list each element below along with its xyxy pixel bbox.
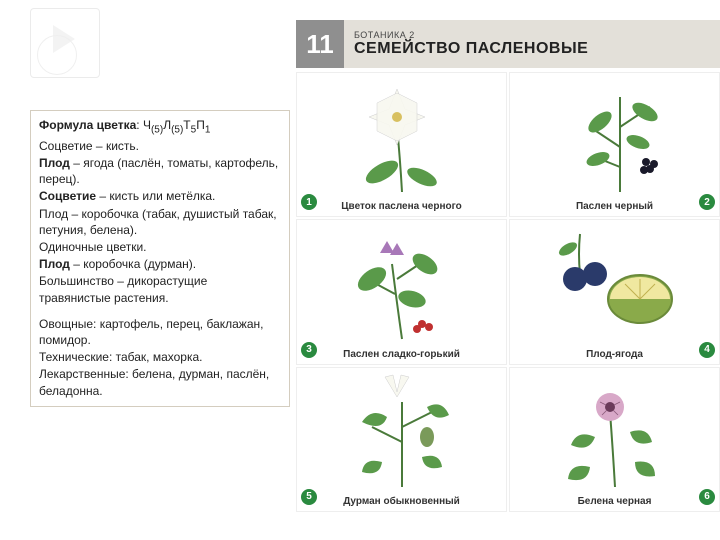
plant-illustration-6 bbox=[510, 368, 719, 496]
line-5: Плод – коробочка (табак, душистый табак,… bbox=[39, 206, 281, 238]
cell-6: 6 Белена черная bbox=[509, 367, 720, 512]
line-formula: Формула цветка: Ч(5)Л(5)Т5П1 bbox=[39, 117, 281, 137]
cell-4: 4 Плод-ягода bbox=[509, 219, 720, 364]
page-root: Формула цветка: Ч(5)Л(5)Т5П1 Соцветие – … bbox=[0, 0, 720, 540]
description-box: Формула цветка: Ч(5)Л(5)Т5П1 Соцветие – … bbox=[30, 110, 290, 407]
line-11: Лекарственные: белена, дурман, паслён, б… bbox=[39, 366, 281, 398]
plant-illustration-1 bbox=[297, 73, 506, 201]
caption-2: Паслен черный bbox=[576, 201, 653, 212]
decorative-shape bbox=[30, 8, 100, 78]
caption-1: Цветок паслена черного bbox=[341, 201, 462, 212]
badge-6: 6 bbox=[699, 489, 715, 505]
line-8: Большинство – дикорастущие травянистые р… bbox=[39, 273, 281, 305]
chapter-title-box: БОТАНИКА 2 СЕМЕЙСТВО ПАСЛЕНОВЫЕ bbox=[344, 20, 720, 68]
cell-1: 1 Цветок паслена черного bbox=[296, 72, 507, 217]
caption-6: Белена черная bbox=[578, 496, 652, 507]
right-column: 11 БОТАНИКА 2 СЕМЕЙСТВО ПАСЛЕНОВЫЕ bbox=[290, 0, 720, 540]
badge-3: 3 bbox=[301, 342, 317, 358]
caption-3: Паслен сладко-горький bbox=[343, 349, 460, 360]
plant-illustration-4 bbox=[510, 220, 719, 348]
chapter-header: 11 БОТАНИКА 2 СЕМЕЙСТВО ПАСЛЕНОВЫЕ bbox=[296, 20, 720, 68]
label-formula: Формула цветка bbox=[39, 118, 136, 132]
badge-2: 2 bbox=[699, 194, 715, 210]
badge-1: 1 bbox=[301, 194, 317, 210]
cell-3: 3 Паслен сладко-горький bbox=[296, 219, 507, 364]
line-3: Плод – ягода (паслён, томаты, картофель,… bbox=[39, 155, 281, 187]
chapter-subtitle: БОТАНИКА 2 bbox=[354, 30, 710, 40]
line-7: Плод – коробочка (дурман). bbox=[39, 256, 281, 272]
cell-5: 5 Дурман обыкновенный bbox=[296, 367, 507, 512]
left-column: Формула цветка: Ч(5)Л(5)Т5П1 Соцветие – … bbox=[0, 0, 290, 540]
line-4: Соцветие – кисть или метёлка. bbox=[39, 188, 281, 204]
line-2: Соцветие – кисть. bbox=[39, 138, 281, 154]
cell-2: 2 Паслен черный bbox=[509, 72, 720, 217]
plant-illustration-2 bbox=[510, 73, 719, 201]
plant-grid: 1 Цветок паслена черного bbox=[296, 72, 720, 512]
line-10: Технические: табак, махорка. bbox=[39, 349, 281, 365]
chapter-title: СЕМЕЙСТВО ПАСЛЕНОВЫЕ bbox=[354, 40, 710, 58]
badge-4: 4 bbox=[699, 342, 715, 358]
line-9: Овощные: картофель, перец, баклажан, пом… bbox=[39, 316, 281, 348]
plant-illustration-3 bbox=[297, 220, 506, 348]
chapter-number: 11 bbox=[296, 20, 344, 68]
caption-4: Плод-ягода bbox=[586, 349, 643, 360]
plant-illustration-5 bbox=[297, 368, 506, 496]
badge-5: 5 bbox=[301, 489, 317, 505]
line-6: Одиночные цветки. bbox=[39, 239, 281, 255]
caption-5: Дурман обыкновенный bbox=[343, 496, 460, 507]
